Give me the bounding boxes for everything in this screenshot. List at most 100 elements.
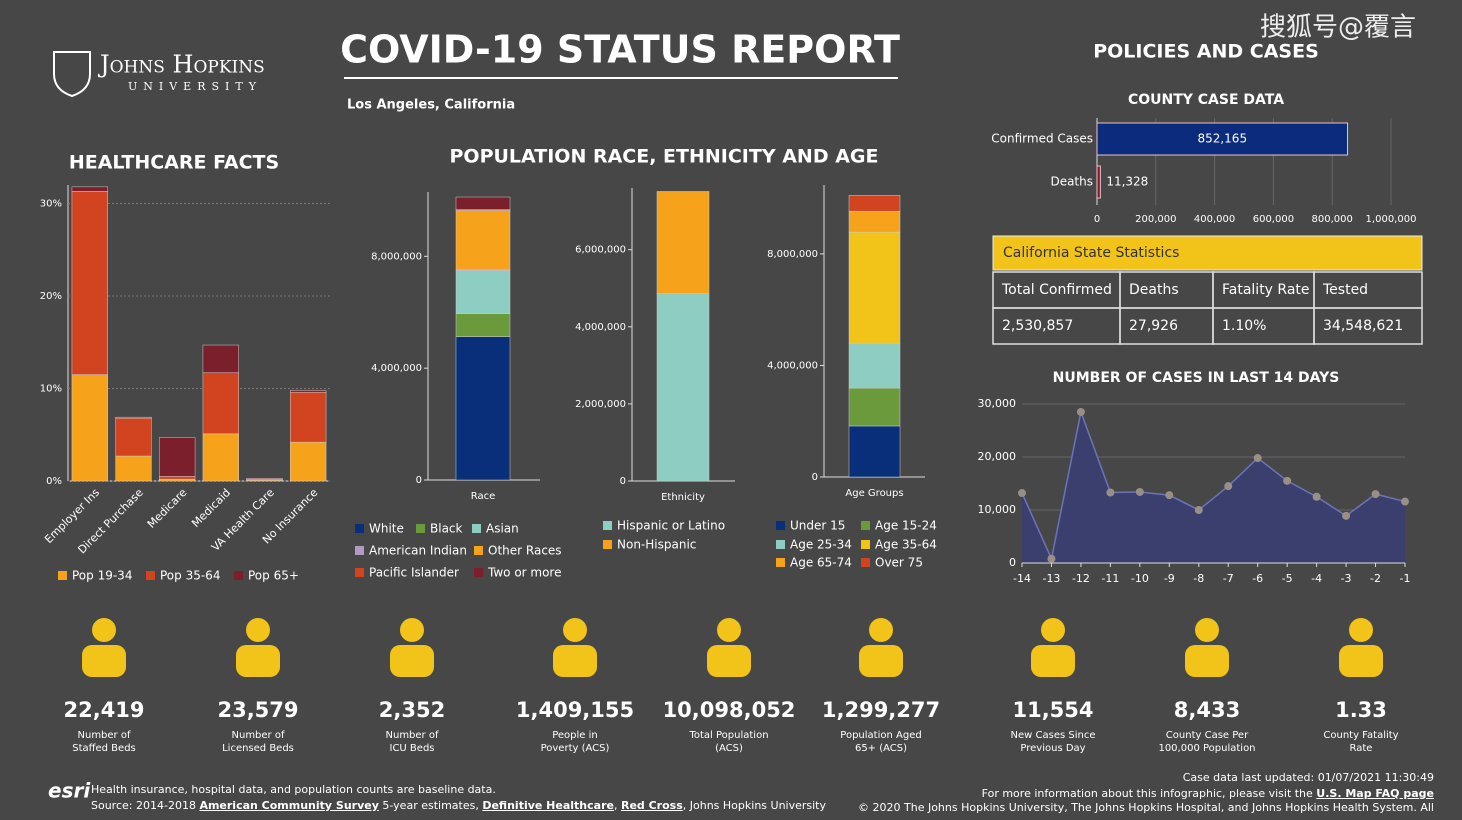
legend-label: White <box>369 522 404 536</box>
y-tick-label: 2,000,000 <box>575 399 626 410</box>
x-tick-label: -1 <box>1400 572 1411 585</box>
y-tick-label: 10,000 <box>978 503 1017 516</box>
y-tick-label: 8,000,000 <box>371 251 422 262</box>
icon <box>1195 618 1219 642</box>
bar-segment <box>455 270 511 314</box>
icon <box>1041 618 1065 642</box>
bar-segment <box>115 416 152 419</box>
area <box>1022 411 1405 563</box>
bar-segment <box>848 425 901 478</box>
bar-segment <box>455 196 511 210</box>
legend-swatch <box>861 540 870 549</box>
point <box>1194 506 1203 514</box>
table-header: Fatality Rate <box>1222 282 1310 298</box>
stat-label: Staffed Beds <box>72 743 136 754</box>
legend-label: American Indian <box>369 544 467 558</box>
bar-segment <box>455 313 511 337</box>
value-label: 11,328 <box>1106 175 1148 189</box>
icon <box>1349 618 1373 642</box>
legend-label: Age 65-74 <box>790 556 852 570</box>
source-text: Source: 2014-2018 <box>91 799 200 812</box>
bar-segment <box>455 336 511 481</box>
bar-segment <box>290 441 327 482</box>
legend-swatch <box>472 524 481 533</box>
icon <box>1185 645 1229 677</box>
y-tick-label: 0 <box>620 476 626 487</box>
table-box <box>1313 307 1423 345</box>
icon <box>707 645 751 677</box>
legend-swatch <box>355 546 364 555</box>
legend-swatch <box>474 568 483 577</box>
icon <box>390 645 434 677</box>
stat-label: Poverty (ACS) <box>541 743 610 754</box>
source-link[interactable]: Definitive Healthcare <box>482 799 614 812</box>
legend-label: Age 15-24 <box>875 519 937 533</box>
x-tick-label: -9 <box>1164 572 1175 585</box>
footer-copyright: © 2020 The Johns Hopkins University, The… <box>858 801 1434 814</box>
x-tick-label: -2 <box>1370 572 1381 585</box>
bar-segment <box>656 191 710 294</box>
x-tick-label: 1,000,000 <box>1366 214 1417 225</box>
logo-shield <box>53 51 91 98</box>
source-text: , <box>613 799 621 812</box>
legend-swatch <box>234 571 243 580</box>
esri-logo: esri <box>48 779 91 803</box>
x-tick-label: 0 <box>1094 214 1100 225</box>
stat-value: 11,554 <box>1012 698 1093 722</box>
footer-source: Source: 2014-2018 American Community Sur… <box>91 799 826 812</box>
point <box>1165 491 1174 500</box>
table-header: Tested <box>1322 282 1368 298</box>
legend-label: Age 35-64 <box>875 538 937 552</box>
value-label: 852,165 <box>1197 132 1247 146</box>
point <box>1224 482 1233 491</box>
bar-segment <box>202 433 239 482</box>
bar <box>1096 122 1349 156</box>
chart-title: NUMBER OF CASES IN LAST 14 DAYS <box>1053 370 1340 386</box>
x-tick-label: -8 <box>1193 572 1204 585</box>
x-tick-label: Medicare <box>145 486 190 531</box>
source-link[interactable]: Red Cross <box>620 799 683 812</box>
source-link[interactable]: American Community Survey <box>199 799 379 812</box>
x-tick-label: -5 <box>1282 572 1293 585</box>
stat-value: 1,299,277 <box>822 698 940 722</box>
bar-segment <box>71 191 108 375</box>
legend-swatch <box>355 524 364 533</box>
icon <box>1031 645 1075 677</box>
stat-label: ICU Beds <box>390 743 435 754</box>
y-tick-label: Deaths <box>1050 175 1093 189</box>
legend-swatch <box>603 540 612 549</box>
bar-segment <box>202 372 239 435</box>
y-tick-label: 0% <box>46 476 62 487</box>
stat-label: New Cases Since <box>1011 730 1096 741</box>
y-tick-label: 30% <box>40 199 62 210</box>
bar-segment <box>115 417 152 457</box>
source-text: 5-year estimates, <box>378 799 483 812</box>
bar-segment <box>115 455 152 482</box>
stat-label: People in <box>552 730 598 741</box>
stat-label: Previous Day <box>1020 743 1085 754</box>
point <box>1018 489 1026 498</box>
bar-segment <box>71 374 108 482</box>
bar-segment <box>848 195 901 212</box>
legend-swatch <box>474 546 483 555</box>
x-tick-label: -14 <box>1013 572 1031 585</box>
stat-label: Total Population <box>688 730 768 741</box>
x-tick-label: -10 <box>1131 572 1149 585</box>
faq-link[interactable]: U.S. Map FAQ page <box>1316 787 1434 800</box>
info-text: For more information about this infograp… <box>981 787 1317 800</box>
legend-swatch <box>776 558 785 567</box>
icon <box>1339 645 1383 677</box>
legend-label: Age 25-34 <box>790 538 852 552</box>
icon <box>869 618 893 642</box>
stat-value: 1,409,155 <box>516 698 634 722</box>
x-tick-label: Ethnicity <box>661 492 705 503</box>
table-header: Total Confirmed <box>1001 282 1112 298</box>
stat-label: Number of <box>232 730 285 741</box>
x-tick-label: -7 <box>1223 572 1234 585</box>
y-tick-label: 6,000,000 <box>575 245 626 256</box>
legend-label: Non-Hispanic <box>617 538 696 552</box>
bar-segment <box>848 342 901 389</box>
icon <box>92 618 116 642</box>
legend-label: Black <box>430 522 463 536</box>
bar-segment <box>290 391 327 443</box>
